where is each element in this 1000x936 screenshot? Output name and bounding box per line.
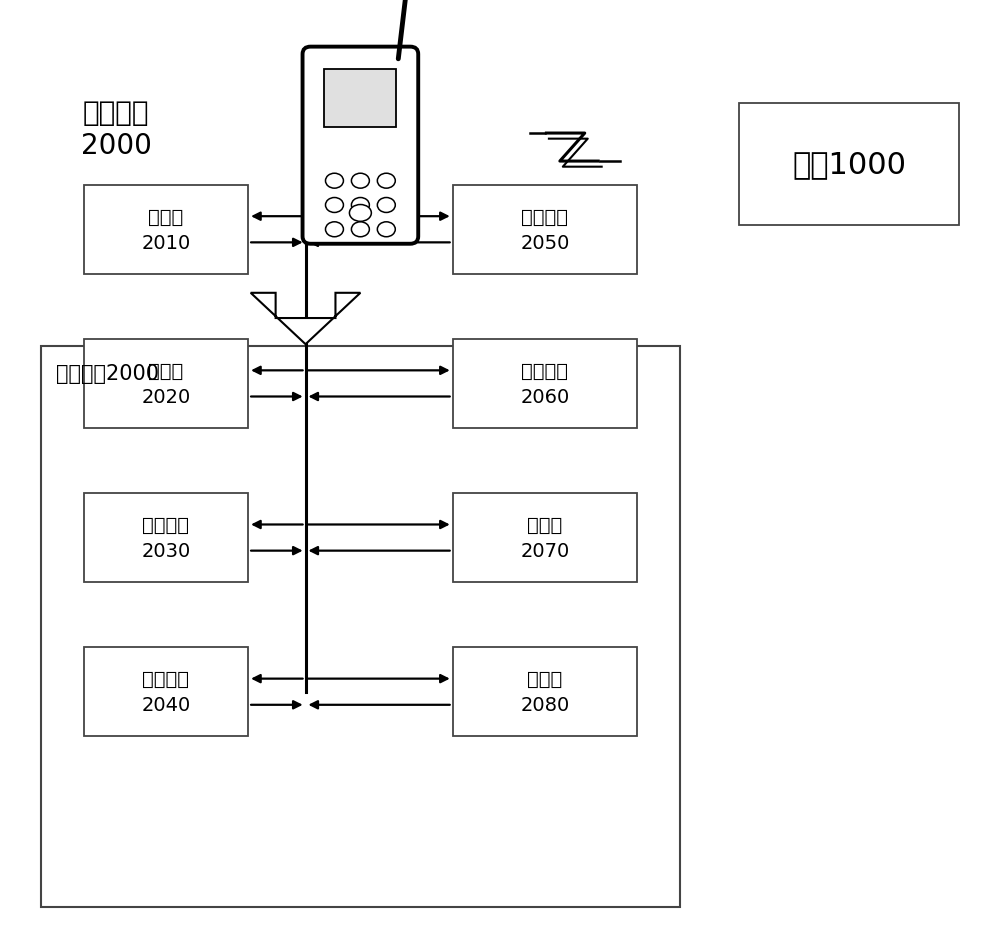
Bar bbox=[453, 648, 637, 737]
Bar bbox=[84, 648, 248, 737]
Ellipse shape bbox=[325, 198, 343, 213]
FancyBboxPatch shape bbox=[303, 48, 418, 244]
Ellipse shape bbox=[351, 174, 369, 189]
Ellipse shape bbox=[325, 174, 343, 189]
Text: 麦克风
2080: 麦克风 2080 bbox=[520, 669, 570, 715]
FancyBboxPatch shape bbox=[340, 80, 381, 95]
Polygon shape bbox=[251, 294, 360, 344]
Text: 处理器
2010: 处理器 2010 bbox=[141, 207, 191, 253]
Text: 扬声器
2070: 扬声器 2070 bbox=[520, 515, 570, 561]
Ellipse shape bbox=[377, 174, 395, 189]
Text: 通信装置
2040: 通信装置 2040 bbox=[141, 669, 191, 715]
Ellipse shape bbox=[377, 198, 395, 213]
Ellipse shape bbox=[377, 223, 395, 238]
Bar bbox=[324, 69, 396, 127]
Ellipse shape bbox=[351, 198, 369, 213]
Text: 输入装置
2060: 输入装置 2060 bbox=[520, 361, 570, 407]
Bar bbox=[453, 493, 637, 582]
Text: 接口装置
2030: 接口装置 2030 bbox=[141, 515, 191, 561]
Text: 显示装置
2050: 显示装置 2050 bbox=[520, 207, 570, 253]
Text: 移动终端: 移动终端 bbox=[83, 99, 149, 127]
Ellipse shape bbox=[349, 205, 371, 222]
Bar bbox=[453, 185, 637, 274]
Bar bbox=[453, 340, 637, 429]
Text: 2000: 2000 bbox=[81, 132, 152, 160]
Ellipse shape bbox=[325, 223, 343, 238]
Ellipse shape bbox=[351, 223, 369, 238]
Bar bbox=[41, 346, 680, 907]
Text: 移动终端2000: 移动终端2000 bbox=[56, 363, 159, 384]
Bar bbox=[84, 493, 248, 582]
Bar bbox=[739, 104, 959, 226]
Bar bbox=[84, 185, 248, 274]
Bar bbox=[84, 340, 248, 429]
Text: 物品1000: 物品1000 bbox=[792, 150, 906, 179]
Text: 存储器
2020: 存储器 2020 bbox=[141, 361, 191, 407]
